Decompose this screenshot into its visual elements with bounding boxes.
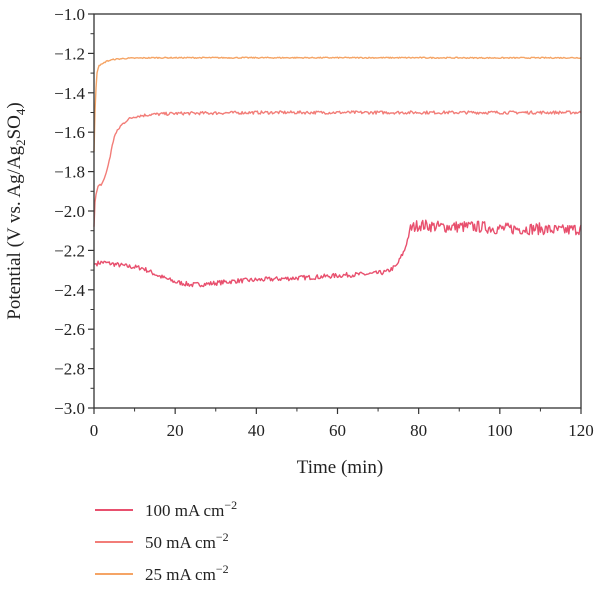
y-tick-label: −2.4 bbox=[54, 281, 85, 300]
x-tick-label: 120 bbox=[568, 421, 594, 440]
legend-label-50: 50 mA cm−2 bbox=[145, 530, 229, 552]
y-tick-label: −1.0 bbox=[54, 5, 85, 24]
legend-label-100: 100 mA cm−2 bbox=[145, 498, 237, 520]
series-line-1 bbox=[93, 110, 582, 227]
y-tick-label: −1.2 bbox=[54, 44, 85, 63]
ticks-layer: 0 20 40 60 80 100 120 −1.0 −1.2 −1.4 −1.6 −1.8 −2.0 −… bbox=[54, 5, 594, 440]
y-tick-label: −2.0 bbox=[54, 202, 85, 221]
x-axis-title: Time (min) bbox=[297, 457, 383, 478]
x-tick-label: 60 bbox=[329, 421, 346, 440]
x-tick-label: 80 bbox=[410, 421, 427, 440]
y-tick-label: −1.6 bbox=[54, 123, 85, 142]
x-tick-label: 20 bbox=[167, 421, 184, 440]
x-tick-label: 0 bbox=[90, 421, 99, 440]
y-axis-title: Potential (V vs. Ag/Ag2SO4) bbox=[4, 102, 28, 319]
legend: 100 mA cm−2 50 mA cm−2 25 mA cm−2 bbox=[95, 498, 237, 584]
x-tick-label: 40 bbox=[248, 421, 265, 440]
y-tick-label: −2.2 bbox=[54, 241, 85, 260]
y-tick-label: −3.0 bbox=[54, 399, 85, 418]
y-tick-label: −1.4 bbox=[54, 84, 85, 103]
y-tick-label: −2.6 bbox=[54, 320, 85, 339]
y-tick-label: −1.8 bbox=[54, 163, 85, 182]
legend-label-25: 25 mA cm−2 bbox=[145, 562, 229, 584]
series-line-2 bbox=[93, 56, 582, 152]
x-tick-label: 100 bbox=[487, 421, 513, 440]
series-line-0 bbox=[93, 219, 582, 288]
y-tick-label: −2.8 bbox=[54, 360, 85, 379]
series-layer bbox=[93, 56, 582, 288]
plot-frame bbox=[93, 13, 582, 409]
